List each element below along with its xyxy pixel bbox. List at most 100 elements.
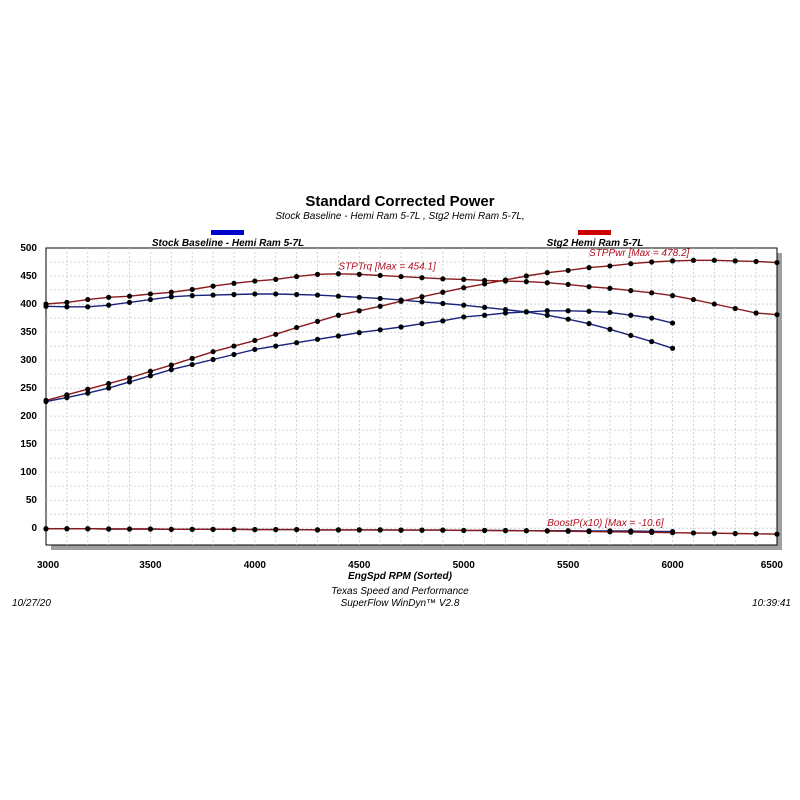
- data-point: [544, 270, 550, 276]
- legend-label-stock: Stock Baseline - Hemi Ram 5-7L: [152, 238, 304, 249]
- data-point: [64, 304, 70, 310]
- y-tick-label: 250: [20, 383, 37, 394]
- x-tick-label: 4000: [244, 560, 267, 571]
- data-point: [314, 271, 321, 277]
- data-point: [356, 294, 362, 300]
- series-line: [46, 528, 778, 535]
- data-point: [607, 529, 613, 535]
- x-tick-label: 6000: [661, 560, 684, 571]
- series-5: [43, 526, 780, 537]
- data-point: [210, 356, 216, 363]
- data-point: [377, 327, 383, 333]
- y-tick-label: 450: [20, 271, 37, 282]
- x-tick-label: 5000: [453, 560, 476, 571]
- data-point: [649, 315, 655, 321]
- data-point: [294, 291, 300, 298]
- data-point: [126, 379, 133, 385]
- data-point: [273, 343, 279, 349]
- data-point: [461, 285, 467, 291]
- data-point: [586, 528, 592, 535]
- legend-swatch-stg2: [578, 230, 611, 235]
- annotations: STPTrq [Max = 454.1] STPPwr [Max = 478.2]…: [338, 248, 689, 529]
- data-point: [64, 526, 70, 532]
- data-point: [440, 527, 446, 533]
- data-point: [586, 321, 592, 327]
- data-point: [669, 320, 676, 326]
- data-point: [690, 530, 697, 536]
- data-point: [85, 390, 91, 396]
- data-point: [335, 312, 341, 318]
- x-axis-label: EngSpd RPM (Sorted): [348, 571, 453, 582]
- chart-subtitle: Stock Baseline - Hemi Ram 5-7L , Stg2 He…: [275, 211, 524, 222]
- data-point: [147, 368, 154, 374]
- data-point: [649, 259, 655, 265]
- data-point: [147, 373, 154, 379]
- data-point: [419, 275, 425, 281]
- data-point: [732, 305, 738, 312]
- annotation-label: BoostP(x10) [Max = -10.6]: [547, 518, 664, 529]
- data-point: [43, 397, 49, 404]
- data-point: [628, 287, 634, 294]
- data-point: [314, 318, 321, 325]
- data-point: [168, 526, 174, 532]
- data-point: [168, 362, 174, 368]
- data-point: [419, 294, 425, 300]
- data-point: [168, 289, 174, 295]
- footer-date: 10/27/20: [12, 598, 51, 609]
- data-point: [210, 292, 216, 298]
- data-point: [106, 381, 112, 387]
- data-point: [210, 283, 216, 289]
- data-point: [523, 528, 529, 534]
- data-point: [586, 308, 592, 314]
- series-line: [45, 273, 778, 316]
- data-point: [231, 351, 237, 358]
- data-point: [690, 257, 697, 263]
- data-point: [753, 258, 759, 265]
- data-point: [628, 312, 634, 318]
- data-point: [398, 273, 404, 280]
- data-point: [440, 289, 446, 295]
- data-point: [356, 271, 362, 277]
- data-point: [294, 340, 300, 346]
- y-tick-label: 500: [20, 243, 37, 254]
- data-point: [294, 273, 300, 280]
- series-1: [43, 308, 676, 405]
- data-point: [649, 290, 655, 296]
- data-point: [544, 280, 550, 286]
- footer-time: 10:39:41: [752, 598, 791, 609]
- data-point: [440, 318, 446, 324]
- data-point: [774, 312, 780, 318]
- data-point: [523, 279, 529, 285]
- data-point: [669, 530, 676, 536]
- data-point: [106, 294, 112, 300]
- data-point: [335, 271, 341, 277]
- data-point: [106, 526, 112, 532]
- data-point: [461, 276, 467, 282]
- data-point: [523, 309, 529, 315]
- footer-company: Texas Speed and Performance: [331, 586, 469, 597]
- data-point: [607, 326, 613, 332]
- data-point: [398, 298, 404, 304]
- y-tick-label: 0: [31, 523, 37, 534]
- data-point: [273, 276, 279, 282]
- data-point: [398, 324, 404, 330]
- data-point: [753, 531, 759, 537]
- data-point: [85, 296, 91, 303]
- data-point: [732, 530, 738, 537]
- data-point: [356, 527, 362, 533]
- data-point: [126, 526, 133, 532]
- data-point: [711, 257, 717, 263]
- y-tick-label: 400: [20, 299, 37, 310]
- data-point: [377, 272, 383, 279]
- data-point: [419, 321, 425, 327]
- y-tick-label: 100: [20, 467, 37, 478]
- series-line: [45, 259, 778, 402]
- y-axis-ticks: 0 50 100 150 200 250 300 350 400 450 500: [20, 243, 37, 534]
- x-axis-ticks: 3000 3500 4000 4500 5000 5500 6000 6500: [37, 560, 783, 571]
- x-tick-label: 3500: [139, 560, 162, 571]
- data-point: [168, 294, 174, 300]
- data-point: [231, 343, 237, 349]
- data-point: [482, 304, 488, 310]
- data-point: [440, 276, 446, 282]
- data-point: [586, 284, 592, 290]
